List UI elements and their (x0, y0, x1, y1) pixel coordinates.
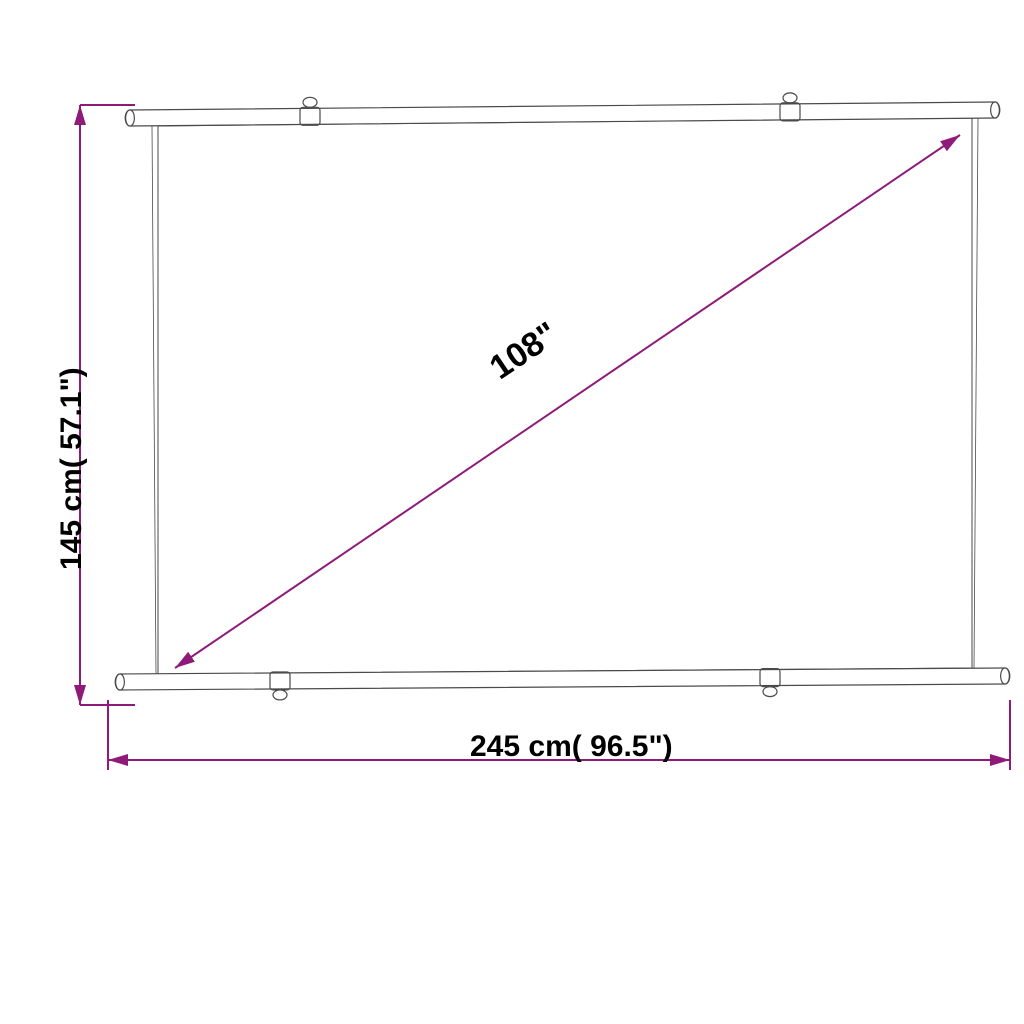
width-dimension-label: 245 cm( 96.5") (470, 730, 673, 764)
diagram-canvas: 108" 145 cm( 57.1") 245 cm( 96.5") (0, 0, 1024, 1024)
product-drawing (115, 93, 1010, 700)
height-dimension-label: 145 cm( 57.1") (55, 367, 89, 570)
svg-layer: 108" (0, 0, 1024, 1024)
